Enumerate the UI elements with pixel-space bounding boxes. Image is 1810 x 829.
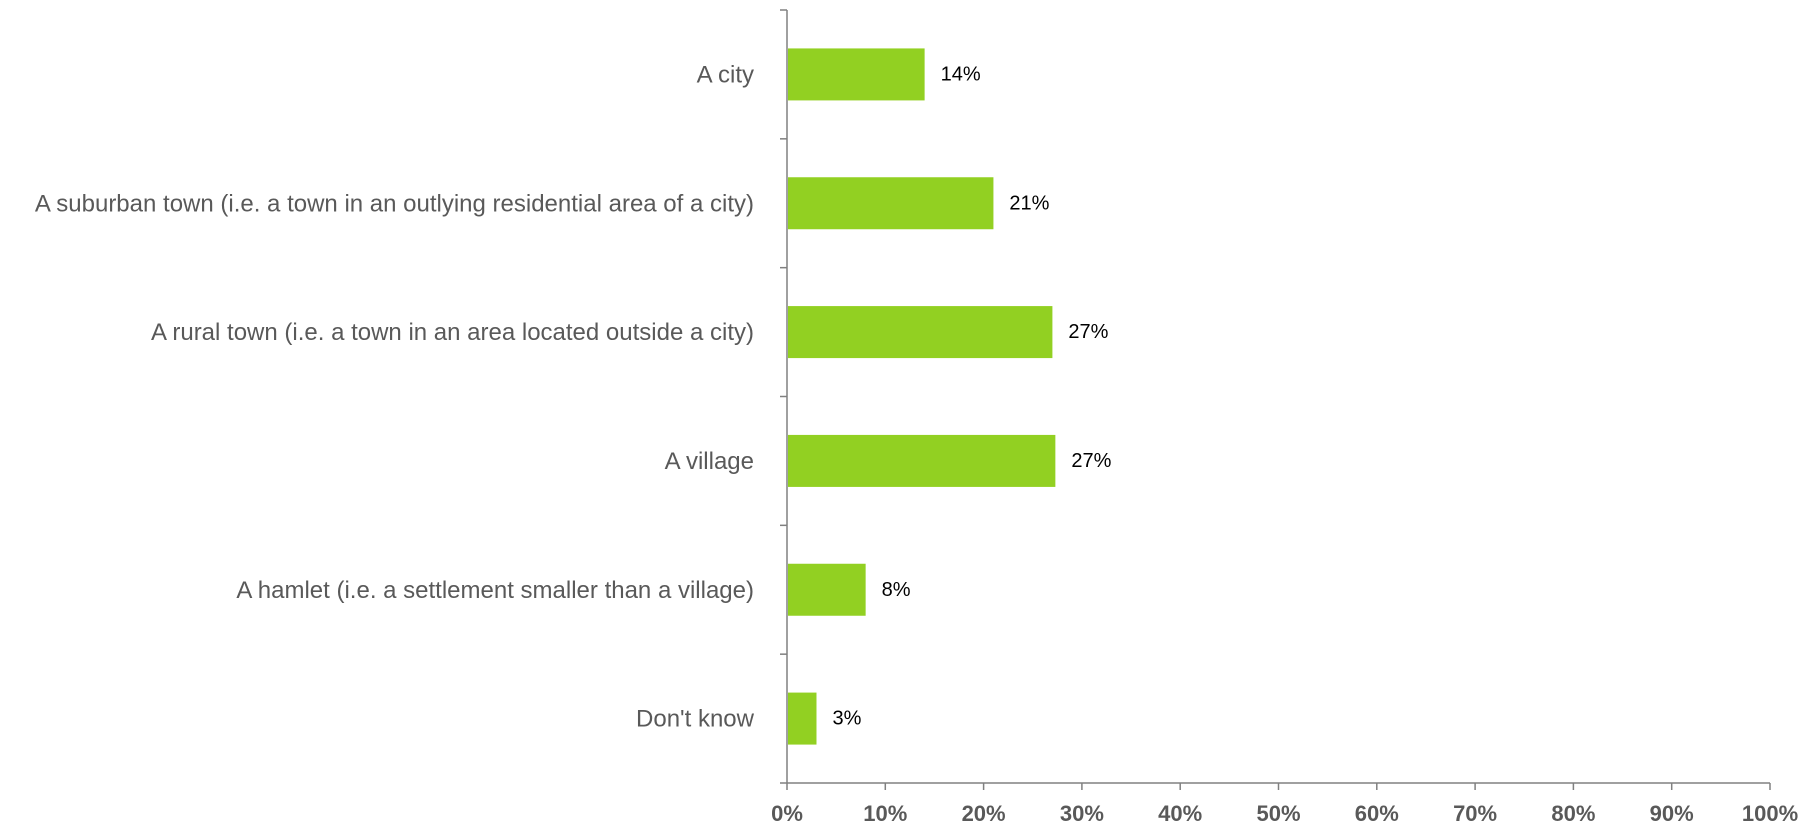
x-tick-label: 100% [1742,801,1798,826]
x-tick-label: 30% [1060,801,1104,826]
x-tick-label: 50% [1256,801,1300,826]
data-label: 3% [832,708,861,730]
x-tick-label: 20% [962,801,1006,826]
data-label: 14% [941,63,981,85]
category-label: A city [697,61,754,88]
x-tick-label: 70% [1453,801,1497,826]
bar [788,563,866,616]
x-tick-label: 40% [1158,801,1202,826]
category-label: A hamlet (i.e. a settlement smaller than… [236,577,754,604]
x-tick-label: 90% [1650,801,1694,826]
category-label: Don't know [636,706,755,733]
data-label: 8% [882,579,911,601]
x-tick-label: 60% [1355,801,1399,826]
x-tick-label: 10% [863,801,907,826]
category-label: A rural town (i.e. a town in an area loc… [151,319,754,346]
category-label: A village [665,448,754,475]
x-tick-label: 0% [771,801,803,826]
bar [788,48,925,101]
data-label: 21% [1009,192,1049,214]
bar [788,434,1056,487]
data-label: 27% [1068,321,1108,343]
bar [788,177,994,230]
bar [788,306,1053,359]
x-tick-label: 80% [1551,801,1595,826]
category-label: A suburban town (i.e. a town in an outly… [35,190,754,217]
data-label: 27% [1071,450,1111,472]
bar [788,692,817,745]
